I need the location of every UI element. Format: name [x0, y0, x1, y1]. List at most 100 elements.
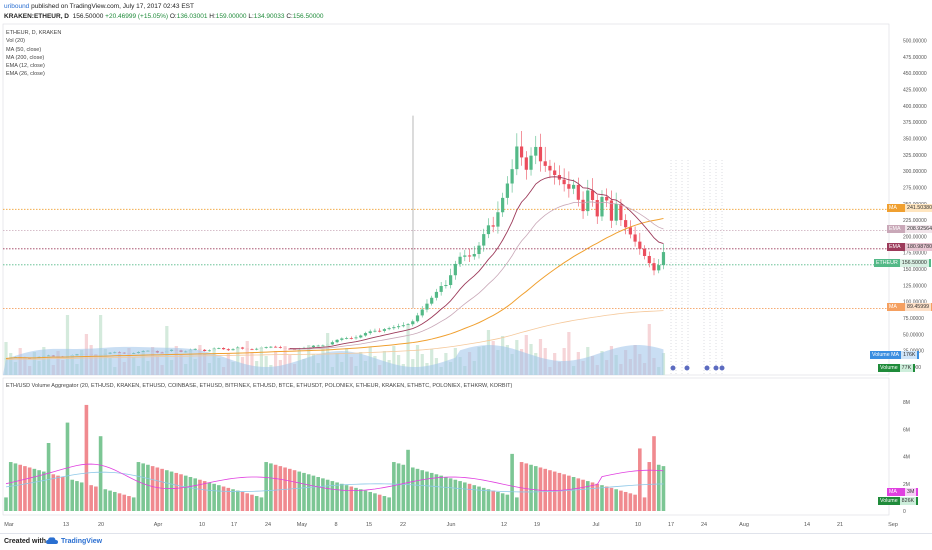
aggregate-volume-bar [330, 481, 335, 511]
aggregate-volume-bar [259, 497, 264, 511]
last-price: 156.50000 [72, 13, 104, 20]
aggregate-volume-bar [226, 487, 231, 511]
legend-ma200[interactable]: MA (200, close) [6, 54, 45, 61]
volume-label: Volume 77K [878, 364, 916, 372]
aggregate-volume-bar [368, 491, 373, 511]
price-axis-tick: 275.00000 [903, 185, 927, 191]
candle-body [472, 254, 476, 257]
volume-label-name: Volume [880, 365, 898, 371]
aggregate-volume-bar [46, 443, 51, 511]
candle-body [255, 348, 259, 350]
time-axis-tick: Sep [888, 522, 898, 528]
ma50-label-value: 241.50380 [905, 204, 932, 212]
legend-symbol[interactable]: ETHEUR, D, KRAKEN [6, 30, 62, 36]
open-label: O: [169, 13, 177, 20]
symbol-name[interactable]: KRAKEN:ETHEUR, D [4, 13, 69, 20]
candle-body [288, 348, 292, 350]
price-axis-tick: 75.00000 [903, 316, 924, 322]
aggregate-volume-bar [373, 493, 377, 511]
aggregate-volume-bar [18, 464, 22, 511]
aggregate-volume-bar [420, 470, 425, 511]
candle-body [363, 333, 368, 336]
aggregate-volume-bar [543, 468, 548, 511]
price-axis-tick: 375.00000 [903, 120, 927, 126]
aggregate-volume-bar [23, 466, 27, 511]
aggregate-volume-bar [415, 468, 420, 511]
close-label: C: [286, 13, 293, 20]
price-axis-tick: 50.00000 [903, 332, 924, 338]
ind-ma-label: MA 3M [887, 488, 919, 496]
candle-body [496, 212, 500, 227]
candle-body [458, 256, 462, 264]
time-axis-tick: 13 [63, 522, 69, 528]
ema12-line [289, 176, 664, 350]
legend-ema26[interactable]: EMA (26, close) [6, 71, 45, 78]
price-axis-tick: 125.00000 [903, 283, 927, 289]
aggregate-volume-bar [141, 463, 145, 511]
aggregate-volume-bar [292, 470, 297, 511]
main-volume-bar [99, 315, 103, 375]
candle-body [534, 146, 538, 156]
aggregate-volume-bar [557, 472, 562, 511]
legend-ma50[interactable]: MA (50, close) [6, 46, 42, 53]
legend-ema12[interactable]: EMA (12, close) [6, 63, 45, 70]
aggregate-volume-bar [425, 471, 429, 511]
time-axis-tick: 10 [199, 522, 205, 528]
legend-vol[interactable]: Vol (20) [6, 38, 25, 45]
candle-body [226, 349, 230, 351]
aggregate-volume-bar [358, 489, 363, 511]
price-axis-tick: 325.00000 [903, 153, 927, 159]
candle-body [491, 225, 495, 227]
candle-body [382, 329, 386, 331]
candle-body [316, 345, 320, 347]
author-link[interactable]: uribound [4, 3, 30, 10]
aggregate-volume-bar [406, 449, 410, 511]
candle-body [524, 157, 528, 170]
aggregate-volume-bar [112, 491, 117, 511]
aggregate-volume-bar [444, 477, 448, 511]
main-volume-bar [236, 348, 240, 375]
publish-line: uribound published on TradingView.com, J… [4, 3, 194, 10]
high-label: H: [209, 13, 216, 20]
time-axis-tick: Mar [4, 522, 14, 528]
aggregate-volume-bar [193, 478, 197, 511]
candle-body [463, 255, 467, 257]
price-axis-tick: 300.00000 [903, 169, 927, 175]
ma50-line [5, 217, 664, 360]
candle-body [652, 263, 656, 271]
aggregate-volume-bar [202, 481, 207, 511]
aggregate-volume-bar [463, 482, 467, 511]
aggregate-volume-bar [13, 463, 18, 511]
price-axis-tick: 200.00000 [903, 234, 927, 240]
candle-body [633, 234, 637, 242]
aggregate-volume-bar [590, 482, 595, 511]
main-volume-bar [392, 346, 396, 375]
price-label-value: 156.50000 [899, 259, 929, 267]
aggregate-volume-bar [519, 462, 524, 511]
tradingview-brand[interactable]: TradingView [46, 537, 102, 545]
price-axis-tick: 100.00000 [903, 300, 927, 306]
indicator2-title[interactable]: ETH/USD Volume Aggregator (20, ETHUSD, K… [6, 383, 513, 389]
volume-axis-tick: 8M [903, 400, 910, 406]
candle-body [642, 248, 647, 256]
price-axis-tick: 500.00000 [903, 39, 927, 45]
candle-body [515, 146, 519, 170]
aggregate-volume-bar [4, 497, 8, 511]
main-volume-bar [283, 346, 287, 375]
aggregate-volume-bar [335, 482, 339, 511]
aggregate-volume-bar [585, 481, 590, 511]
aggregate-volume-bar [136, 462, 141, 511]
ma200-line [5, 310, 664, 361]
candle-body [221, 348, 226, 350]
ema12-label: EMA 180.98780 [887, 243, 932, 251]
aggregate-volume-bar [212, 483, 216, 511]
candle-body [321, 345, 325, 347]
time-axis-tick: Jun [447, 522, 456, 528]
aggregate-volume-bar [65, 422, 70, 511]
candle-body [510, 169, 514, 184]
ema12-label-name: EMA [889, 244, 901, 250]
time-axis-tick: Apr [154, 522, 163, 528]
candle-body [269, 346, 273, 348]
aggregate-volume-bar [207, 482, 212, 511]
